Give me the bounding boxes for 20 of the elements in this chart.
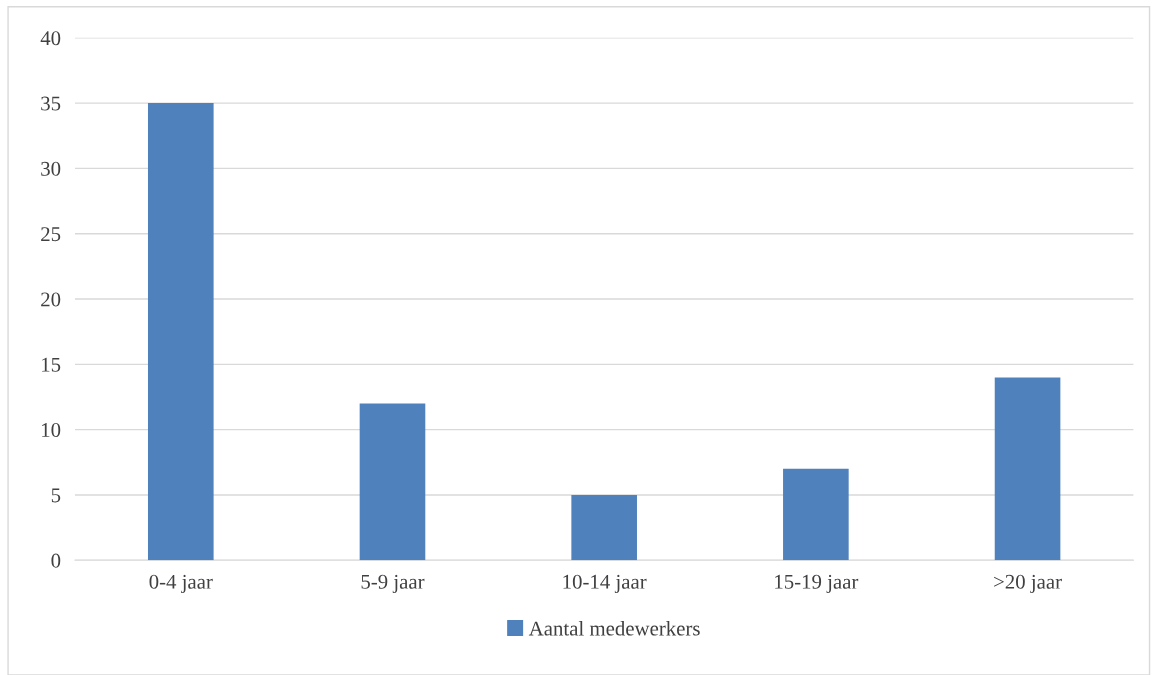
bar (147, 103, 214, 561)
y-tick-label: 15 (42, 357, 61, 372)
y-tick-label: 10 (42, 423, 61, 438)
y-tick-label: 25 (41, 227, 61, 242)
y-tick-label: 20 (41, 292, 61, 307)
bar (571, 494, 637, 561)
bar (783, 468, 849, 561)
y-tick-label: 0 (51, 553, 61, 568)
y-tick-label: 30 (41, 161, 61, 176)
y-tick-label: 5 (51, 488, 61, 503)
x-tick-label: 10-14 jaar (563, 574, 647, 594)
bar (994, 377, 1061, 561)
x-tick-label: 5-9 jaar (361, 574, 425, 594)
x-tick-label: 15-19 jaar (775, 574, 859, 594)
y-tick-label: 40 (40, 31, 61, 46)
y-tick-label: 35 (41, 96, 61, 111)
x-tick-label: 0-4 jaar (149, 574, 213, 594)
legend-label: Aantal medewerkers (528, 620, 700, 636)
x-tick-label: >20 jaar (994, 574, 1062, 594)
bar (359, 403, 426, 561)
